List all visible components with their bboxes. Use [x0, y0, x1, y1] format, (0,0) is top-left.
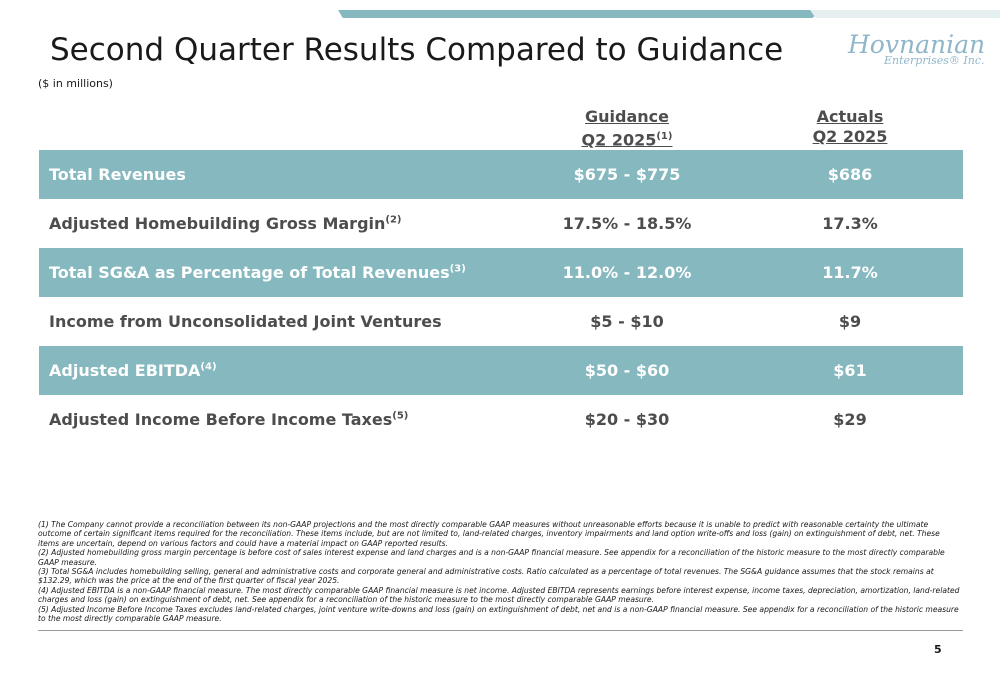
guidance-header-line1: Guidance: [585, 107, 669, 126]
actual-value: $9: [838, 312, 862, 331]
guidance-value: $675 - $775: [573, 165, 681, 184]
actual-value: 11.7%: [822, 263, 878, 282]
table-row: Adjusted Income Before Income Taxes(5) $…: [39, 395, 963, 444]
actual-value: 17.3%: [822, 214, 878, 233]
row-label: Income from Unconsolidated Joint Venture…: [49, 312, 442, 331]
table-row: Adjusted EBITDA(4) $50 - $60 $61: [39, 346, 963, 395]
footnotes: (1) The Company cannot provide a reconci…: [38, 520, 963, 623]
row-label: Total SG&A as Percentage of Total Revenu…: [49, 263, 466, 282]
footnote-1: (1) The Company cannot provide a reconci…: [38, 520, 940, 548]
footnote-3: (3) Total SG&A includes homebuilding sel…: [38, 567, 934, 586]
guidance-footnote-ref: (1): [656, 131, 673, 142]
guidance-value: $5 - $10: [590, 312, 664, 331]
table-row: Income from Unconsolidated Joint Venture…: [39, 297, 963, 346]
footer-divider: [38, 630, 963, 631]
table-row: Adjusted Homebuilding Gross Margin(2) 17…: [39, 199, 963, 248]
actual-value: $686: [827, 165, 873, 184]
footnote-4: (4) Adjusted EBITDA is a non-GAAP financ…: [38, 585, 960, 605]
guidance-value: $20 - $30: [584, 410, 670, 429]
guidance-value: 11.0% - 12.0%: [562, 263, 692, 282]
page-number: 5: [934, 643, 942, 656]
row-label: Adjusted EBITDA(4): [49, 361, 217, 380]
company-logo: Hovnanian Enterprises® Inc.: [848, 30, 985, 70]
actual-value: $61: [833, 361, 867, 380]
table-row: Total SG&A as Percentage of Total Revenu…: [39, 248, 963, 297]
results-table: Total Revenues $675 - $775 $686 Adjusted…: [39, 150, 963, 444]
logo-subtitle: Enterprises® Inc.: [884, 54, 985, 67]
logo-wordmark: Hovnanian: [848, 30, 986, 59]
top-accent-bar: [338, 10, 822, 18]
footnote-2: (2) Adjusted homebuilding gross margin p…: [38, 548, 945, 567]
actuals-header-line1: Actuals: [816, 107, 884, 126]
page-title: Second Quarter Results Compared to Guida…: [50, 32, 784, 68]
footnote-5: (5) Adjusted Income Before Income Taxes …: [38, 604, 959, 624]
actuals-header-line2: Q2 2025: [812, 127, 888, 146]
guidance-column-header: Guidance Q2 2025(1): [527, 107, 727, 150]
guidance-header-line2: Q2 2025(1): [581, 130, 673, 150]
units-note: ($ in millions): [38, 77, 113, 90]
actual-value: $29: [833, 410, 867, 429]
row-label: Adjusted Income Before Income Taxes(5): [49, 410, 409, 429]
actuals-column-header: Actuals Q2 2025: [750, 107, 950, 147]
guidance-value: $50 - $60: [584, 361, 670, 380]
row-label: Adjusted Homebuilding Gross Margin(2): [49, 214, 402, 233]
top-accent-bar-light: [810, 10, 1000, 18]
row-label: Total Revenues: [49, 165, 186, 184]
table-row: Total Revenues $675 - $775 $686: [39, 150, 963, 199]
guidance-value: 17.5% - 18.5%: [562, 214, 692, 233]
